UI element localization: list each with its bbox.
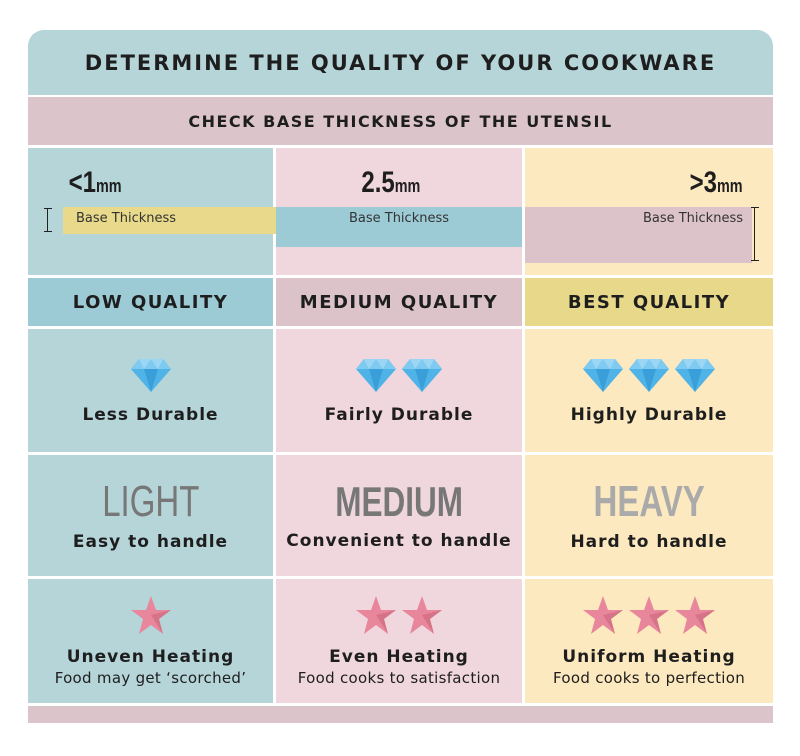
durability-best: Highly Durable [525,329,773,452]
durability-label: Highly Durable [570,404,728,425]
thickness-indicator-icon [44,208,52,232]
star-icon [675,596,715,634]
diamond-icon [629,358,669,392]
quality-header-best: BEST QUALITY [525,278,773,326]
heating-best: Uniform Heating Food cooks to perfection [525,579,773,703]
diamond-icon [402,358,442,392]
weight-label: MEDIUM [335,477,463,525]
heating-label: Even Heating [329,647,469,667]
thickness-value: <1 [68,166,96,199]
durability-low: Less Durable [28,329,273,452]
star-icon [402,596,442,634]
star-icon [583,596,623,634]
unit: mm [95,176,122,196]
heating-medium: Even Heating Food cooks to satisfaction [276,579,522,703]
heating-low: Uneven Heating Food may get ‘scorched’ [28,579,273,703]
diamond-icon [583,358,623,392]
diamond-icon [356,358,396,392]
base-bar: Base Thickness [276,207,522,247]
unit: mm [394,176,421,196]
diamond-icon [675,358,715,392]
handling-label: Easy to handle [72,531,229,552]
weight-label: LIGHT [101,476,200,526]
thickness-best: >3mm Base Thickness [525,148,773,275]
unit: mm [716,176,743,196]
subtitle: CHECK BASE THICKNESS OF THE UTENSIL [28,97,773,145]
star-icon [629,596,669,634]
handling-label: Hard to handle [570,531,728,552]
footer-band [28,706,773,723]
base-bar: Base Thickness [63,207,286,234]
durability-medium: Fairly Durable [276,329,522,452]
durability-label: Fairly Durable [324,404,474,425]
quality-header-low: LOW QUALITY [28,278,273,326]
thickness-medium: 2.5mm Base Thickness [276,148,522,275]
quality-header-medium: MEDIUM QUALITY [276,278,522,326]
heating-note: Food cooks to satisfaction [297,669,501,687]
star-icon [130,596,171,634]
base-bar: Base Thickness [525,207,752,263]
weight-low: LIGHT Easy to handle [28,455,273,576]
heating-note: Food may get ‘scorched’ [54,669,247,687]
handling-label: Convenient to handle [286,530,512,551]
thickness-value: >3 [689,166,717,199]
durability-label: Less Durable [82,404,219,425]
star-icon [356,596,396,634]
thickness-low: <1mm Base Thickness [28,148,286,275]
thickness-value: 2.5 [361,166,395,199]
heating-label: Uniform Heating [562,647,736,667]
diamond-icon [130,358,171,392]
weight-medium: MEDIUM Convenient to handle [276,455,522,576]
weight-label: HEAVY [593,476,705,526]
heating-note: Food cooks to perfection [552,669,746,687]
page-title: DETERMINE THE QUALITY OF YOUR COOKWARE [28,30,773,95]
thickness-indicator-icon [751,207,759,261]
weight-best: HEAVY Hard to handle [525,455,773,576]
heating-label: Uneven Heating [66,647,235,667]
